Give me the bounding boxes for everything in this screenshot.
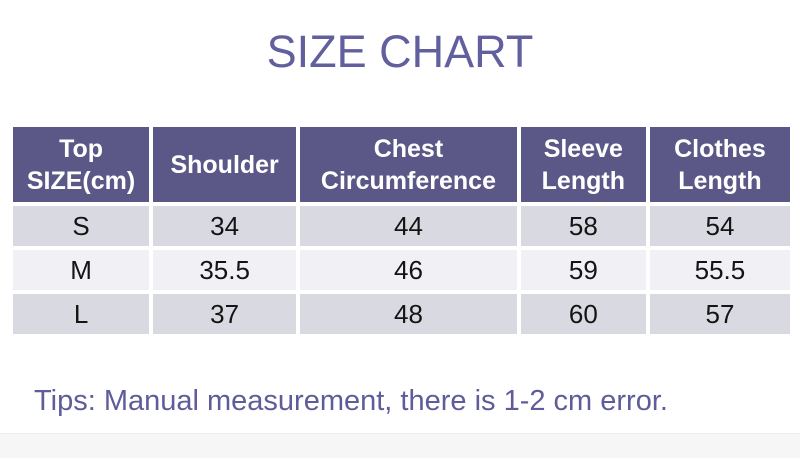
cell-chest-s: 44 (300, 206, 517, 246)
size-table: Top SIZE(cm) Shoulder Chest Circumferenc… (13, 127, 790, 334)
bottom-bar (0, 433, 800, 458)
tips-note: Tips: Manual measurement, there is 1-2 c… (34, 385, 668, 417)
cell-sleeve-m: 59 (520, 250, 646, 290)
column-header-clothes-length: Clothes Length (649, 127, 790, 202)
cell-size-s: S (13, 206, 150, 246)
cell-clothes-s: 54 (649, 206, 790, 246)
cell-shoulder-l: 37 (153, 294, 297, 334)
cell-shoulder-s: 34 (153, 206, 297, 246)
cell-chest-l: 48 (300, 294, 517, 334)
column-header-top-size: Top SIZE(cm) (13, 127, 150, 202)
cell-shoulder-m: 35.5 (153, 250, 297, 290)
page-title: SIZE CHART (266, 26, 534, 77)
cell-size-l: L (13, 294, 150, 334)
cell-chest-m: 46 (300, 250, 517, 290)
cell-sleeve-s: 58 (520, 206, 646, 246)
column-header-sleeve-length: Sleeve Length (520, 127, 646, 202)
cell-clothes-l: 57 (649, 294, 790, 334)
column-header-shoulder: Shoulder (153, 127, 297, 202)
cell-size-m: M (13, 250, 150, 290)
column-header-chest-circumference: Chest Circumference (300, 127, 517, 202)
cell-clothes-m: 55.5 (649, 250, 790, 290)
cell-sleeve-l: 60 (520, 294, 646, 334)
